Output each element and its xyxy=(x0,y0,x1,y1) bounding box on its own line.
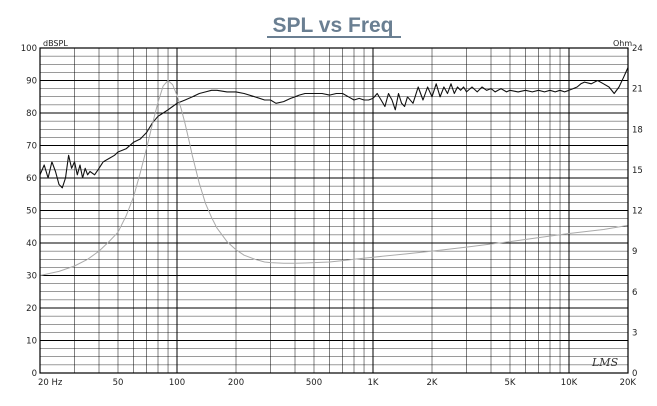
y-left-tick-label: 30 xyxy=(26,272,37,282)
x-tick-label: 50 xyxy=(113,378,124,388)
x-tick-label: 2K xyxy=(427,378,438,388)
y-left-tick-label: 90 xyxy=(26,77,37,87)
y-right-tick-label: 3 xyxy=(632,328,637,338)
y-left-tick-label: 40 xyxy=(26,239,37,249)
x-tick-label: 20K xyxy=(620,378,637,388)
plot-frame xyxy=(39,47,629,374)
y-right-tick-label: 21 xyxy=(632,85,643,95)
spl-curve xyxy=(39,67,629,189)
y-left-tick-label: 100 xyxy=(21,44,37,54)
y-right-tick-label: 24 xyxy=(632,44,643,54)
y-left-tick-label: 0 xyxy=(32,369,37,379)
y-left-tick-label: 10 xyxy=(26,337,37,347)
y-right-tick-label: 0 xyxy=(632,369,637,379)
y-left-tick-label: 70 xyxy=(26,142,37,152)
impedance-curve xyxy=(39,80,629,276)
y-axis-right-ticks: 0 3 6 9 12 15 18 21 24 xyxy=(632,44,643,379)
grid-lines xyxy=(39,47,629,374)
x-tick-label: 100 xyxy=(169,378,185,388)
series-lines xyxy=(39,67,629,276)
y-right-tick-label: 18 xyxy=(632,125,643,135)
x-tick-label: 10K xyxy=(561,378,578,388)
y-left-tick-label: 80 xyxy=(26,109,37,119)
x-tick-label: 1K xyxy=(368,378,379,388)
x-axis-ticks: 20 Hz 50 100 200 500 1K 2K 5K 10K 20K xyxy=(38,378,636,388)
y-right-tick-label: 9 xyxy=(632,247,637,257)
y-left-tick-label: 20 xyxy=(26,304,37,314)
y-right-tick-label: 15 xyxy=(632,166,643,176)
y-axis-left-ticks: 0 10 20 30 40 50 60 70 80 90 100 xyxy=(21,44,37,379)
x-tick-label: 5K xyxy=(505,378,516,388)
y-axis-right-unit-label: Ohm xyxy=(613,39,632,48)
chart-title: SPL vs Freq xyxy=(273,14,394,37)
x-tick-label: 20 Hz xyxy=(38,378,63,388)
x-tick-label: 200 xyxy=(228,378,244,388)
y-left-tick-label: 50 xyxy=(26,207,37,217)
y-right-tick-label: 12 xyxy=(632,207,643,217)
x-tick-label: 500 xyxy=(306,378,322,388)
y-left-tick-label: 60 xyxy=(26,174,37,184)
y-axis-left-unit-label: dBSPL xyxy=(43,39,68,48)
y-right-tick-label: 6 xyxy=(632,288,637,298)
lms-watermark: LMS xyxy=(591,356,619,369)
